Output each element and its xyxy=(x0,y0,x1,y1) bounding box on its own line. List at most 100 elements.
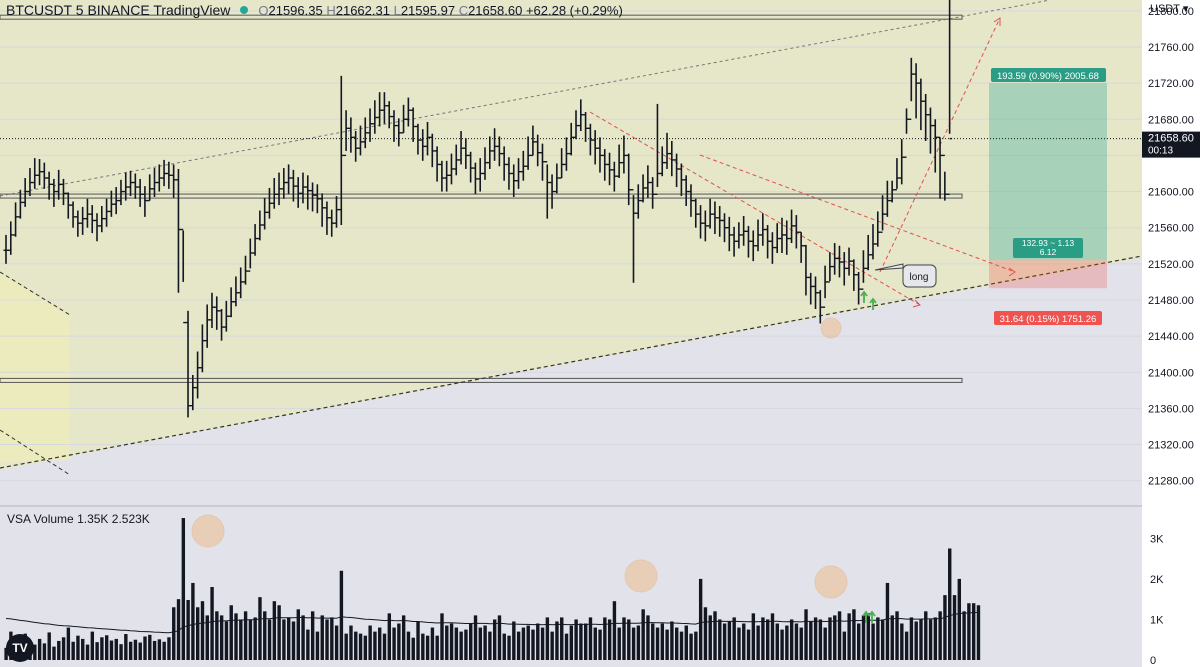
volume-bar xyxy=(742,623,746,660)
ohlc-bar xyxy=(199,324,205,373)
volume-bar xyxy=(746,629,751,660)
volume-spike-circle xyxy=(624,559,658,593)
ohlc-bar xyxy=(693,198,699,228)
ohlc-bar xyxy=(276,172,282,206)
volume-bar xyxy=(191,582,195,660)
ohlc-bar xyxy=(803,244,809,296)
currency-selector[interactable]: USDT ▾ xyxy=(1150,2,1188,15)
volume-bar xyxy=(71,641,75,660)
volume-bar xyxy=(631,627,636,660)
volume-bar xyxy=(239,619,243,660)
projection-arrow-icon xyxy=(1008,267,1016,277)
volume-bar xyxy=(267,619,272,660)
mid-support-line[interactable] xyxy=(0,193,963,199)
upper-channel-trendline[interactable] xyxy=(0,0,1051,197)
ohlc-bar xyxy=(65,192,71,219)
ohlc-bar xyxy=(904,108,910,158)
ohlc-bar xyxy=(329,209,335,237)
volume-bar xyxy=(215,611,219,660)
ohlc-bar xyxy=(319,193,325,227)
ohlc-bar xyxy=(520,150,526,181)
volume-bar xyxy=(833,615,837,660)
volume-bar xyxy=(205,615,209,660)
ohlc-bar xyxy=(765,224,771,259)
ohlc-bar xyxy=(630,189,636,283)
ohlc-bar xyxy=(702,210,708,242)
stop-label-box xyxy=(994,311,1102,325)
volume-bar xyxy=(536,623,540,660)
ohlc-bar xyxy=(243,255,248,285)
ohlc-bar xyxy=(607,152,613,186)
ohlc-bar xyxy=(13,202,19,237)
target-label-box xyxy=(991,68,1106,82)
ohlc-bar xyxy=(41,162,47,189)
tradingview-logo-icon[interactable]: TV xyxy=(6,634,34,662)
volume-bar xyxy=(938,611,942,660)
ohlc-bar xyxy=(832,243,838,275)
price-tick-label: 21680.00 xyxy=(1148,114,1194,126)
ohlc-bar xyxy=(286,164,292,195)
volume-bar xyxy=(924,611,928,660)
price-tick-label: 21320.00 xyxy=(1148,440,1194,452)
ohlc-bar xyxy=(70,201,76,228)
volume-bar xyxy=(176,599,181,660)
ohlc-bar xyxy=(554,163,560,194)
volume-bar xyxy=(617,627,621,660)
volume-bar xyxy=(928,619,933,660)
descending-projection-line xyxy=(589,111,921,306)
last-price-tag xyxy=(1142,131,1200,158)
volume-bar xyxy=(464,629,468,660)
volume-bar xyxy=(378,627,382,660)
target-zone[interactable] xyxy=(989,83,1107,261)
high-key: H xyxy=(326,2,336,18)
price-tick-label: 21400.00 xyxy=(1148,367,1194,379)
ohlc-bar xyxy=(496,136,502,167)
volume-bar xyxy=(967,603,971,660)
upper-resistance-line[interactable] xyxy=(0,14,963,20)
volume-indicator-name[interactable]: VSA Volume xyxy=(7,512,74,526)
volume-bar xyxy=(109,640,114,660)
ohlc-bar xyxy=(46,171,52,200)
symbol-label[interactable]: BTCUSDT xyxy=(6,2,72,18)
ohlc-bar xyxy=(425,121,431,156)
volume-bar xyxy=(349,625,353,660)
ohlc-bar xyxy=(453,144,459,176)
volume-bar xyxy=(818,619,823,660)
volume-bar xyxy=(229,605,233,660)
volume-bar xyxy=(976,605,981,660)
ohlc-bar xyxy=(908,57,914,120)
ohlc-bar xyxy=(683,175,689,207)
volume-bar xyxy=(196,607,200,660)
low-value: 21595.97 xyxy=(400,2,456,18)
volume-bar xyxy=(684,625,688,660)
price-tick-label: 21280.00 xyxy=(1148,476,1194,488)
volume-bar xyxy=(76,635,80,660)
volume-bar xyxy=(689,633,693,660)
stop-zone[interactable] xyxy=(989,260,1107,289)
ohlc-bar xyxy=(880,195,886,233)
high-value: 21662.31 xyxy=(335,2,390,18)
volume-bar xyxy=(401,615,406,660)
buy-arrow-icon xyxy=(860,290,868,303)
volume-bar xyxy=(890,615,894,660)
ohlc-bar xyxy=(108,190,114,217)
ohlc-bar xyxy=(468,151,474,183)
price-tick-label: 21480.00 xyxy=(1148,295,1194,307)
ohlc-bar xyxy=(813,276,819,310)
ohlc-bar xyxy=(305,175,311,210)
lower-channel-trendline[interactable] xyxy=(0,255,1143,469)
ohlc-bar xyxy=(123,172,129,201)
volume-bar xyxy=(138,642,142,660)
ohlc-bar xyxy=(616,144,622,179)
volume-bar xyxy=(842,631,847,660)
interval-label[interactable]: 5 xyxy=(75,2,84,18)
lower-support-line[interactable] xyxy=(0,377,963,383)
ohlc-bar xyxy=(784,220,790,255)
ohlc-bar xyxy=(405,97,411,127)
ohlc-bar xyxy=(597,137,603,173)
ohlc-bar xyxy=(707,198,713,229)
ohlc-bar xyxy=(104,198,110,227)
volume-bar xyxy=(52,646,56,660)
long-callout-box[interactable] xyxy=(902,264,937,288)
